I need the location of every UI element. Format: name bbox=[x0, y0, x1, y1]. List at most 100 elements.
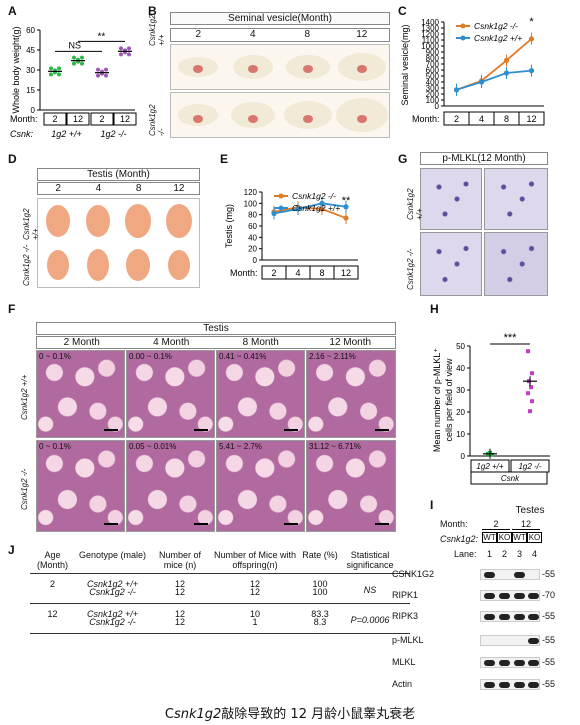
month-label: 12 bbox=[73, 114, 83, 124]
panel-b-months: 2 4 8 12 bbox=[170, 28, 390, 42]
panel-b-title: Seminal vesicle(Month) bbox=[170, 12, 390, 25]
ihc-ko-zoom bbox=[484, 232, 548, 296]
band bbox=[484, 660, 495, 666]
data-point bbox=[528, 68, 535, 74]
seminal-vesicle-ko-photo bbox=[170, 92, 390, 138]
month-cell bbox=[90, 112, 114, 126]
data-point bbox=[57, 66, 61, 71]
data-point bbox=[49, 72, 53, 77]
data-point bbox=[72, 61, 76, 66]
panel-label-h: H bbox=[430, 302, 439, 316]
blot-lanes: 1 2 3 4 bbox=[482, 549, 542, 559]
y-axis-label: Testis (mg) bbox=[224, 204, 234, 248]
mw-value: 55 bbox=[545, 679, 556, 689]
month-label: 2 Month bbox=[63, 337, 100, 348]
scale-bar bbox=[194, 523, 208, 525]
ihc-wt-zoom bbox=[484, 168, 548, 230]
cell-rate: 8.3 bbox=[313, 617, 327, 627]
data-point bbox=[528, 36, 535, 42]
legend-label: Csnk1g2 +/+ bbox=[474, 33, 522, 43]
csnk-label: Csnk bbox=[501, 474, 520, 483]
data-point bbox=[295, 206, 301, 212]
y-tick-label: 0 bbox=[31, 106, 36, 115]
header-rate: Rate (%) bbox=[302, 550, 338, 560]
percentage-label: 31.12 ~ 6.71% bbox=[309, 442, 361, 451]
legend-marker bbox=[460, 35, 466, 41]
sig-label: *** bbox=[504, 332, 518, 344]
percentage-label: 0 ~ 0.1% bbox=[39, 352, 71, 361]
panel-i: Testes Month: 2 12 Csnk1g2: WT KO WT KO … bbox=[440, 505, 575, 695]
data-point bbox=[104, 67, 108, 72]
panel-label-g: G bbox=[398, 152, 408, 166]
data-point bbox=[526, 391, 530, 396]
y-axis-label: Mean number of p-MLKL⁺ bbox=[432, 348, 442, 453]
band bbox=[484, 593, 495, 599]
month-label: 8 bbox=[504, 114, 509, 124]
seminal-vesicle-wt-shapes bbox=[178, 53, 386, 81]
cell-genotype: Csnk1g2 -/- bbox=[89, 587, 136, 597]
testis-photo bbox=[37, 198, 200, 288]
genotype-label: KO bbox=[527, 532, 542, 543]
cell-offspring: 1 bbox=[252, 617, 258, 627]
panel-j-table: Age (Month) Genotype (male) Number of mi… bbox=[30, 550, 410, 634]
band bbox=[484, 614, 495, 620]
panel-label-i: I bbox=[430, 498, 434, 512]
blot-strip-ripk1 bbox=[480, 590, 540, 601]
blot-label-pmlkl: p-MLKL bbox=[392, 635, 424, 645]
blot-month: 12 bbox=[512, 519, 540, 530]
sig-label: ** bbox=[342, 195, 351, 207]
histology-ko-4m: 0.05 ~ 0.01% bbox=[126, 440, 215, 532]
panel-f-row-wt: Csnk1g2 +/+ bbox=[20, 374, 29, 420]
legend-marker bbox=[278, 205, 284, 211]
percentage-label: 0.05 ~ 0.01% bbox=[129, 442, 177, 451]
data-point bbox=[119, 46, 123, 51]
blot-label-ripk3: RIPK3 bbox=[392, 611, 419, 621]
band bbox=[499, 614, 510, 620]
panel-f-months: 2 Month 4 Month 8 Month 12 Month bbox=[36, 336, 396, 349]
panel-f-row-ko: Csnk1g2 -/- bbox=[20, 468, 29, 510]
sig-label: ** bbox=[98, 31, 106, 42]
caption-rest: 敲除导致的 12 月龄小鼠睾丸衰老 bbox=[221, 707, 416, 722]
scale-bar bbox=[284, 523, 298, 525]
data-point bbox=[526, 349, 530, 354]
cell-age bbox=[30, 617, 75, 627]
y-tick-label: 300 bbox=[426, 84, 440, 93]
data-point bbox=[503, 70, 510, 76]
scale-bar bbox=[375, 429, 389, 431]
cell-significance: P=0.0006 bbox=[350, 615, 390, 625]
cell-offspring: 12 bbox=[249, 579, 260, 589]
month-label: 2 bbox=[52, 114, 57, 124]
scale-bar bbox=[104, 429, 118, 431]
panel-d-row-ko: Csnk1g2 -/- bbox=[22, 244, 31, 286]
data-point bbox=[271, 210, 277, 217]
band bbox=[514, 572, 525, 578]
sig-label: * bbox=[529, 16, 534, 28]
data-point bbox=[104, 73, 108, 78]
band bbox=[484, 682, 495, 688]
legend-marker bbox=[460, 23, 466, 29]
cell-n: 12 bbox=[174, 609, 185, 619]
legend-marker bbox=[278, 193, 284, 199]
ihc-ko-overview bbox=[420, 232, 482, 296]
data-point bbox=[529, 385, 533, 390]
band bbox=[514, 682, 525, 688]
month-cell bbox=[43, 112, 67, 126]
y-tick-label: 10 bbox=[456, 430, 465, 439]
month-label: 12 bbox=[173, 183, 185, 194]
cell-rate: 100 bbox=[312, 587, 328, 597]
panel-h-chart: 0 10 20 30 40 50 Mean number of p-MLKL⁺ cells p… bbox=[432, 332, 550, 485]
cell-genotype: Csnk1g2 -/- bbox=[89, 617, 136, 627]
cell-significance: NS bbox=[363, 585, 377, 595]
month-label: 12 bbox=[356, 29, 368, 40]
data-point bbox=[343, 215, 349, 221]
month-label: 2 bbox=[271, 268, 276, 278]
band bbox=[528, 593, 539, 599]
y-tick-label: 1200 bbox=[421, 30, 439, 39]
seminal-vesicle-wt-photo bbox=[170, 44, 390, 90]
data-point bbox=[57, 72, 61, 77]
blot-label-csnk1g2: CSNK1G2 bbox=[392, 569, 435, 579]
y-tick-label: 20 bbox=[248, 245, 257, 254]
band bbox=[499, 682, 510, 688]
band bbox=[528, 660, 539, 666]
data-point bbox=[119, 52, 123, 57]
